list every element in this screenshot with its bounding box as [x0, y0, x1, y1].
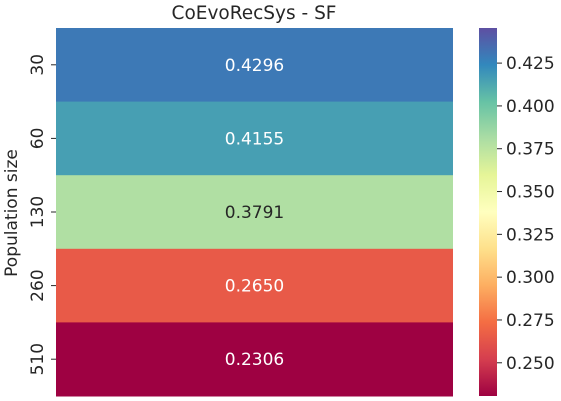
cell-value-label: 0.3791	[225, 203, 284, 223]
cell-value-label: 0.2650	[225, 277, 284, 297]
y-tick-label: 510	[28, 343, 48, 375]
y-tick-label: 130	[28, 196, 48, 228]
colorbar-tick-label: 0.350	[506, 183, 555, 203]
heatmap-cell	[56, 101, 453, 176]
colorbar-tick-label: 0.425	[506, 54, 555, 74]
heatmap-cells: 0.4296 0.4155 0.3791 0.2650 0.2306	[56, 28, 453, 397]
heatmap-cell	[56, 175, 453, 250]
colorbar-tick-label: 0.250	[506, 354, 555, 374]
colorbar: 0.250 0.275 0.300 0.325 0.350 0.375 0.400 0.425	[479, 28, 555, 396]
y-tick-label: 30	[28, 54, 48, 76]
heatmap-cell	[56, 28, 453, 103]
y-axis-label: Population size	[2, 149, 22, 277]
cell-value-label: 0.2306	[225, 350, 284, 370]
cell-value-label: 0.4155	[225, 129, 284, 149]
y-tick-label: 60	[28, 128, 48, 150]
colorbar-tick-label: 0.325	[506, 225, 555, 245]
colorbar-tick-label: 0.375	[506, 140, 555, 160]
heatmap-cell	[56, 248, 453, 323]
y-axis-ticks: 30 60 130 260 510	[28, 54, 56, 375]
colorbar-tick-label: 0.300	[506, 268, 555, 288]
colorbar-tick-label: 0.400	[506, 97, 555, 117]
colorbar-gradient	[479, 28, 497, 396]
colorbar-tick-label: 0.275	[506, 311, 555, 331]
cell-value-label: 0.4296	[225, 56, 284, 76]
heatmap-cell	[56, 322, 453, 397]
chart-title: CoEvoRecSys - SF	[172, 3, 337, 24]
y-tick-label: 260	[28, 269, 48, 301]
